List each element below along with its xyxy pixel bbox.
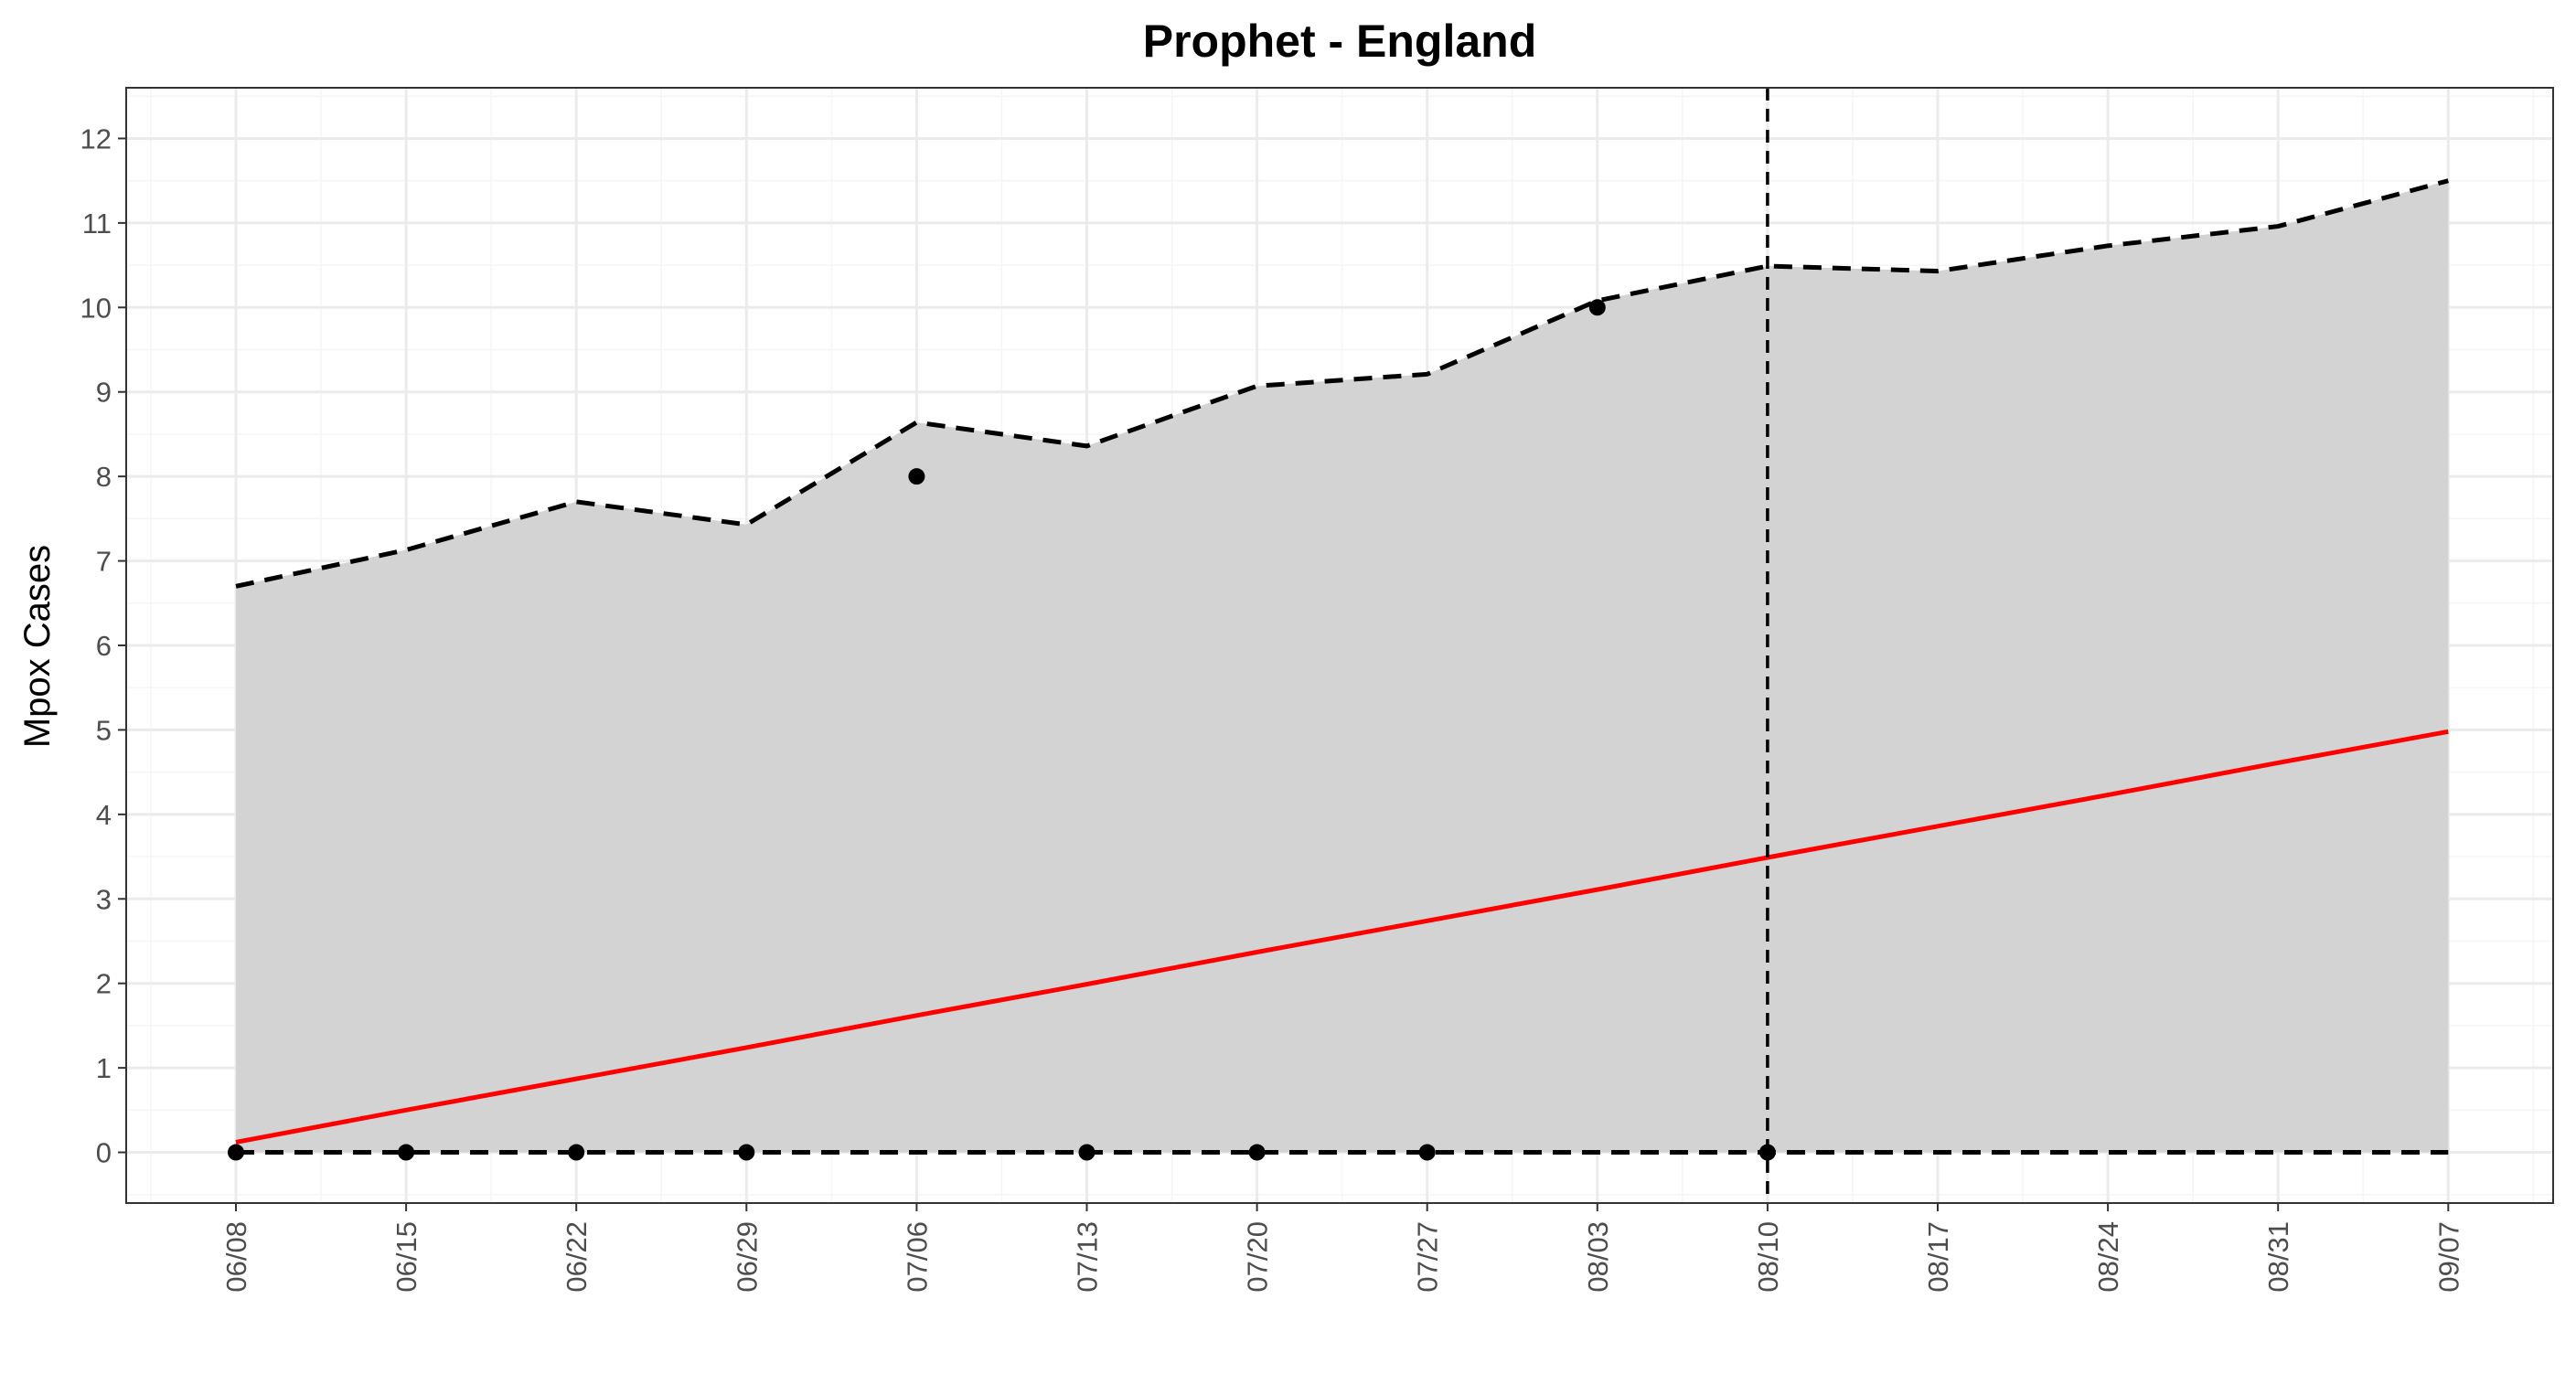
x-tick-label: 06/08: [220, 1221, 252, 1293]
y-axis-label: Mpox Cases: [17, 545, 58, 748]
observed-point: [1418, 1144, 1436, 1161]
upper-bound-line: [235, 178, 2449, 589]
observed-point: [908, 468, 925, 485]
y-tick-label: 2: [96, 968, 112, 1000]
x-tick-label: 08/31: [2262, 1221, 2294, 1293]
prediction-band: [236, 180, 2449, 1153]
observed-point: [1248, 1144, 1266, 1161]
observed-point: [228, 1144, 244, 1161]
y-tick-label: 12: [80, 122, 112, 154]
y-tick-label: 7: [96, 546, 112, 578]
forecast-line: [235, 729, 2449, 1145]
x-tick-label: 08/24: [2092, 1221, 2124, 1293]
x-tick-label: 08/17: [1922, 1221, 1954, 1293]
x-tick-label: 07/27: [1412, 1221, 1444, 1293]
y-tick-label: 6: [96, 630, 112, 662]
y-tick-label: 9: [96, 377, 112, 409]
y-tick-label: 10: [80, 292, 112, 324]
observed-point: [738, 1144, 755, 1161]
y-tick-label: 4: [96, 799, 112, 831]
observed-point: [1758, 1144, 1776, 1161]
y-tick-label: 3: [96, 883, 112, 915]
y-tick-label: 1: [96, 1052, 112, 1084]
y-tick-label: 8: [96, 461, 112, 493]
x-tick-label: 08/03: [1582, 1221, 1614, 1293]
x-tick-label: 07/13: [1072, 1221, 1104, 1293]
observed-point: [568, 1144, 585, 1161]
x-tick-label: 06/22: [561, 1221, 593, 1293]
x-tick-label: 07/20: [1242, 1221, 1274, 1293]
y-tick-label: 11: [82, 208, 112, 240]
chart-title: Prophet - England: [1143, 16, 1537, 67]
y-tick-label: 5: [96, 714, 112, 746]
observed-point: [398, 1144, 415, 1161]
x-tick-label: 07/06: [901, 1221, 933, 1293]
observed-point: [1588, 299, 1606, 316]
x-tick-label: 06/15: [390, 1221, 422, 1293]
observed-point: [1078, 1144, 1096, 1161]
x-tick-label: 09/07: [2432, 1221, 2464, 1293]
x-tick-label: 08/10: [1752, 1221, 1784, 1293]
x-tick-label: 06/29: [731, 1221, 763, 1293]
y-tick-label: 0: [96, 1137, 112, 1169]
